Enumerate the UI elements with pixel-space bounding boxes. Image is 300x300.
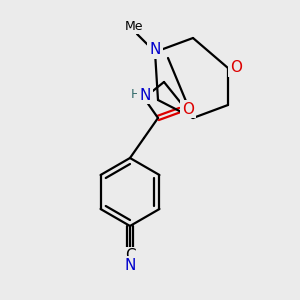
Text: C: C bbox=[125, 248, 135, 263]
Text: Me: Me bbox=[125, 20, 143, 32]
Text: O: O bbox=[230, 61, 242, 76]
Text: O: O bbox=[182, 101, 194, 116]
Text: N: N bbox=[139, 88, 151, 103]
Text: N: N bbox=[124, 257, 136, 272]
Text: N: N bbox=[149, 43, 161, 58]
Text: H: H bbox=[130, 88, 140, 101]
